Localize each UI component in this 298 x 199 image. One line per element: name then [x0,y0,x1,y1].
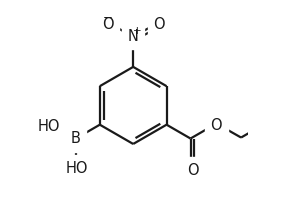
Text: +: + [133,26,142,36]
Text: O: O [153,17,165,32]
Text: O: O [102,17,113,32]
Text: HO: HO [66,161,88,176]
Text: HO: HO [38,119,60,134]
Text: B: B [71,131,81,146]
Text: O: O [210,118,222,133]
Text: −: − [103,11,112,24]
Text: O: O [187,163,198,178]
Text: N: N [128,29,139,44]
